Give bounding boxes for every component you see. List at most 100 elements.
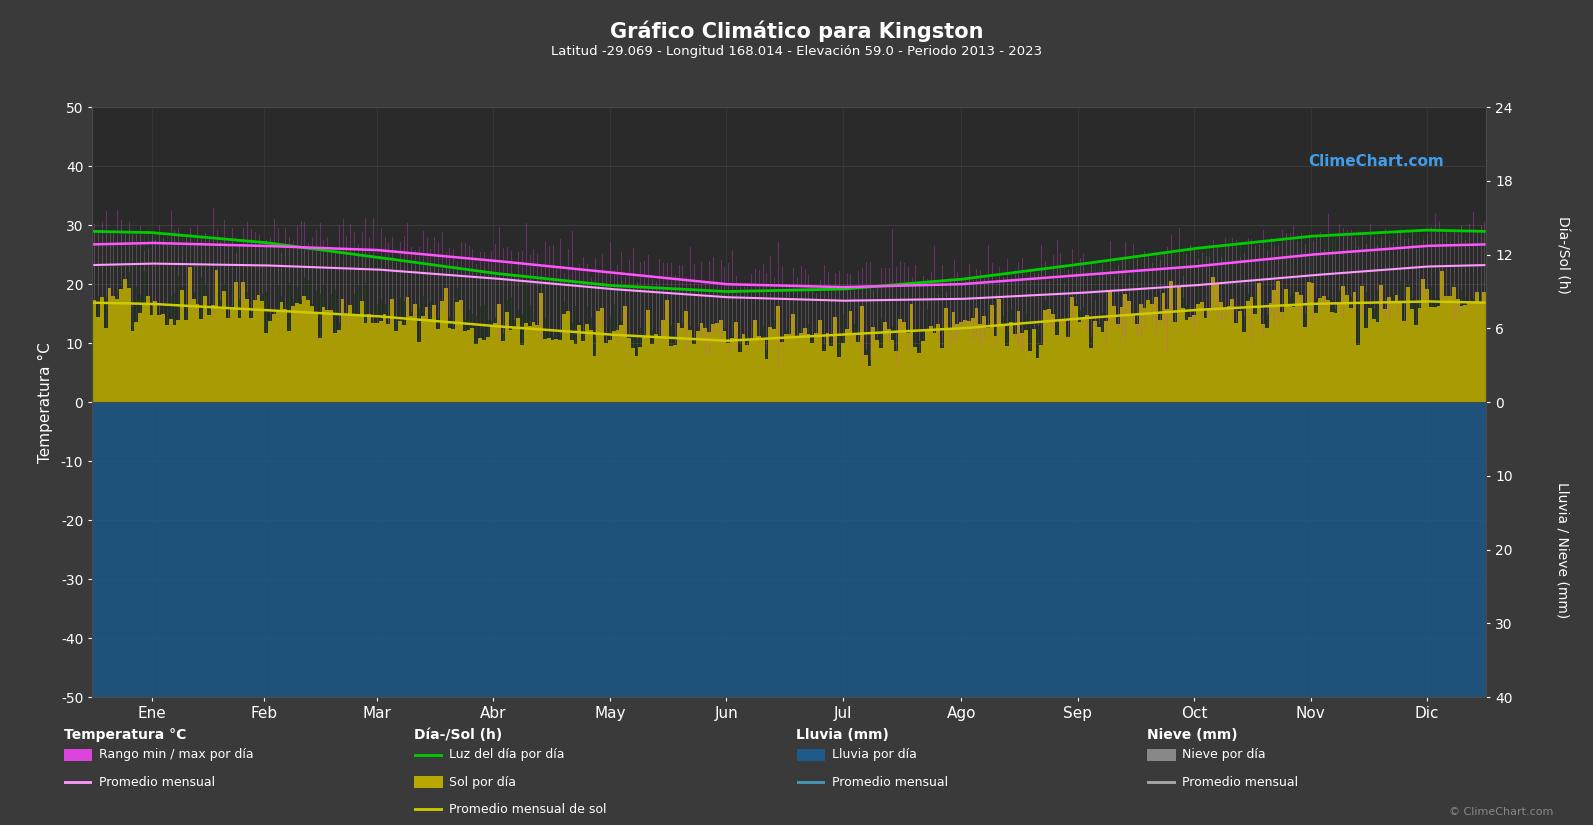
Bar [562,403,566,825]
Bar [1211,403,1215,825]
Bar [513,403,516,825]
Bar [658,403,661,825]
Bar [535,325,538,403]
Bar [628,403,631,825]
Bar [817,320,822,403]
Bar [1230,299,1235,403]
Bar [1066,403,1070,825]
Bar [92,403,96,825]
Bar [672,403,677,825]
Bar [1063,320,1066,403]
Bar [1448,295,1451,403]
Bar [456,301,459,403]
Bar [1445,296,1448,403]
Bar [1483,292,1486,403]
Bar [1070,297,1074,403]
Bar [1128,403,1131,825]
Bar [142,304,147,403]
Bar [92,299,96,403]
Bar [773,403,776,825]
Bar [658,337,661,403]
Bar [1388,297,1391,403]
Bar [1451,287,1456,403]
Bar [1188,403,1192,825]
Bar [513,328,516,403]
Bar [284,403,287,825]
Bar [1172,322,1177,403]
Bar [470,328,475,403]
Bar [150,403,153,825]
Bar [425,403,429,825]
Bar [1257,403,1262,825]
Bar [825,403,830,825]
Bar [123,403,127,825]
Bar [475,344,478,403]
Bar [429,319,432,403]
Bar [1352,403,1356,825]
Bar [723,331,726,403]
Bar [1448,403,1451,825]
Bar [191,403,196,825]
Bar [1475,292,1478,403]
Bar [112,403,115,825]
Bar [825,333,830,403]
Bar [1437,403,1440,825]
Bar [1169,281,1172,403]
Bar [1295,403,1300,825]
Bar [1287,305,1292,403]
Bar [1115,403,1120,825]
Bar [749,403,753,825]
Bar [784,334,787,403]
Bar [669,346,672,403]
Bar [581,341,585,403]
Bar [661,403,666,825]
Bar [738,403,742,825]
Bar [1047,403,1051,825]
Bar [1090,348,1093,403]
Bar [898,403,902,825]
Bar [142,403,147,825]
Bar [486,403,489,825]
Bar [753,320,757,403]
Bar [234,282,237,403]
Bar [543,339,546,403]
Bar [573,403,577,825]
Bar [475,403,478,825]
Bar [237,318,241,403]
Bar [1368,308,1372,403]
Bar [440,301,444,403]
Bar [306,403,311,825]
Bar [1123,403,1128,825]
Bar [781,342,784,403]
Bar [1311,403,1314,825]
Bar [1380,285,1383,403]
Bar [1432,307,1437,403]
Bar [1349,309,1352,403]
Bar [1082,318,1085,403]
Text: ClimeChart.com: ClimeChart.com [1309,154,1445,169]
Bar [1035,358,1040,403]
Bar [1101,332,1104,403]
Bar [860,403,863,825]
Text: Rango min / max por día: Rango min / max por día [99,748,253,761]
Bar [634,403,639,825]
Bar [444,288,448,403]
Text: Día-/Sol (h): Día-/Sol (h) [414,728,502,742]
Bar [1204,403,1207,825]
Bar [601,403,604,825]
Bar [508,331,513,403]
Bar [1109,403,1112,825]
Bar [1104,321,1109,403]
Text: Promedio mensual: Promedio mensual [99,776,215,789]
Bar [505,403,508,825]
Bar [1040,345,1043,403]
Bar [134,403,139,825]
Bar [647,310,650,403]
Bar [440,403,444,825]
Bar [894,351,898,403]
Bar [1311,284,1314,403]
Bar [199,403,204,825]
Bar [456,403,459,825]
Bar [153,301,158,403]
Bar [1043,403,1047,825]
